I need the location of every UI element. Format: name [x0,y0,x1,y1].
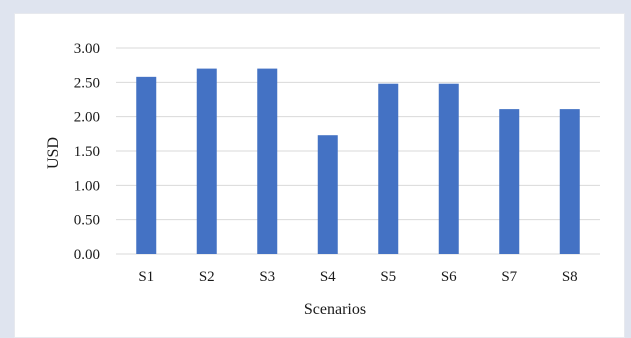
y-tick-label: 2.50 [74,75,100,91]
x-tick-label: S2 [199,269,215,285]
y-tick-label: 0.00 [74,247,100,263]
y-tick-label: 2.00 [74,110,100,126]
y-tick-label: 1.50 [74,144,100,160]
y-tick-label: 1.00 [74,178,100,194]
x-tick-label: S6 [441,269,457,285]
y-axis-ticks: 0.00 0.50 1.00 1.50 2.00 2.50 3.00 [74,41,100,263]
bar-s6 [438,83,459,254]
x-tick-label: S5 [380,269,396,285]
bar-s3 [257,68,278,254]
x-tick-label: S1 [138,269,154,285]
y-tick-label: 0.50 [74,213,100,229]
x-axis-ticks: S1 S2 S3 S4 S5 S6 S7 S8 [138,269,577,285]
bar-s2 [196,68,217,254]
y-axis-title: USD [45,137,62,169]
bar-s7 [499,109,520,254]
x-axis-title: Scenarios [304,301,366,318]
y-tick-label: 3.00 [74,41,100,57]
x-tick-label: S4 [320,269,336,285]
x-tick-label: S8 [562,269,578,285]
gridlines [116,47,600,255]
bar-s4 [317,135,338,254]
x-tick-label: S7 [501,269,517,285]
bar-s1 [136,76,157,254]
bars [136,68,580,254]
bar-s8 [559,109,580,254]
x-tick-label: S3 [259,269,275,285]
bar-s5 [378,83,399,254]
